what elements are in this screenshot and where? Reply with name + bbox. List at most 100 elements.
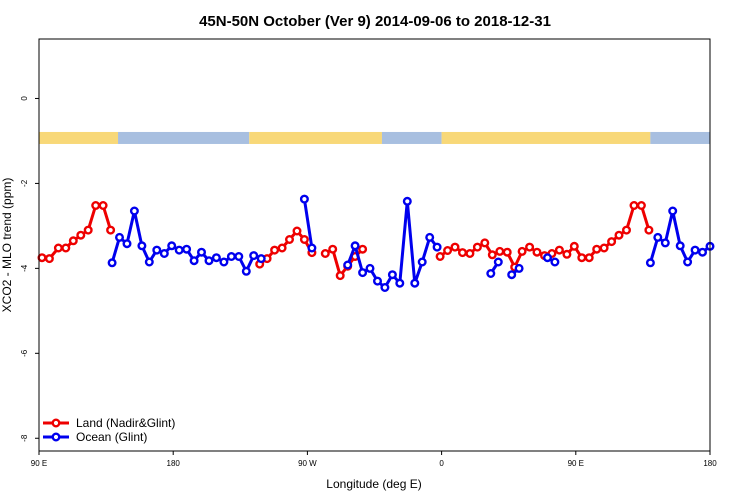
y-tick-label: -6 — [20, 349, 29, 357]
data-point — [335, 271, 345, 281]
data-point — [182, 244, 192, 254]
data-point — [502, 247, 512, 257]
data-point — [525, 242, 535, 252]
data-point — [256, 254, 266, 264]
data-point — [106, 225, 116, 235]
data-point — [299, 194, 309, 204]
data-point — [219, 257, 229, 267]
data-point — [562, 249, 572, 259]
data-point — [211, 253, 221, 263]
data-point — [196, 247, 206, 257]
series-line — [110, 209, 262, 273]
data-point — [343, 260, 353, 270]
data-point — [410, 278, 420, 288]
data-point — [450, 242, 460, 252]
data-point — [76, 230, 86, 240]
data-point — [285, 234, 295, 244]
data-point — [107, 258, 117, 268]
data-point — [234, 251, 244, 261]
strip-segment-ocean — [381, 131, 442, 144]
data-point — [249, 251, 259, 261]
y-tick-label: -4 — [20, 264, 29, 272]
data-point — [554, 245, 564, 255]
data-point — [402, 196, 412, 206]
data-point — [277, 243, 287, 253]
x-tick-label: 180 — [703, 459, 717, 468]
data-point — [480, 238, 490, 248]
data-point — [507, 270, 517, 280]
data-point — [307, 243, 317, 253]
data-point — [629, 200, 639, 210]
x-axis-label: Longitude (deg E) — [326, 477, 421, 491]
data-point — [577, 253, 587, 263]
data-point — [653, 232, 663, 242]
y-tick-label: 0 — [20, 96, 29, 101]
data-point — [152, 245, 162, 255]
y-tick-label: -2 — [20, 179, 29, 187]
land-sea-strip — [39, 131, 710, 144]
data-point — [174, 245, 184, 255]
data-point — [61, 243, 71, 253]
data-point — [443, 245, 453, 255]
data-point — [543, 253, 553, 263]
data-point — [358, 244, 368, 254]
data-point — [532, 247, 542, 257]
chart-title: 45N-50N October (Ver 9) 2014-09-06 to 20… — [199, 13, 551, 30]
data-point — [607, 237, 617, 247]
data-point — [114, 232, 124, 242]
data-point — [204, 256, 214, 266]
x-axis: 90 E 180 90 W 0 90 E 180 — [31, 451, 717, 468]
data-point — [486, 269, 496, 279]
data-point — [495, 246, 505, 256]
data-point — [517, 246, 527, 256]
data-point — [668, 206, 678, 216]
data-point — [432, 242, 442, 252]
data-point — [98, 200, 108, 210]
strip-segment-land — [39, 131, 119, 144]
data-point — [636, 200, 646, 210]
data-point — [189, 256, 199, 266]
data-point — [487, 250, 497, 260]
data-point — [698, 247, 708, 257]
data-point — [83, 225, 93, 235]
legend-label: Ocean (Glint) — [76, 430, 147, 444]
data-point — [675, 241, 685, 251]
series-line — [302, 198, 314, 249]
data-point — [645, 258, 655, 268]
data-point — [622, 225, 632, 235]
data-point — [144, 257, 154, 267]
data-point — [299, 234, 309, 244]
x-tick-label: 90 E — [31, 459, 47, 468]
data-point — [320, 248, 330, 258]
data-point — [435, 251, 445, 261]
legend-marker — [51, 418, 61, 428]
data-point — [270, 245, 280, 255]
x-tick-label: 180 — [167, 459, 181, 468]
data-point — [122, 239, 132, 249]
data-point — [614, 230, 624, 240]
data-point — [328, 244, 338, 254]
data-point — [226, 251, 236, 261]
data-point — [37, 253, 47, 263]
y-axis-label: XCO2 - MLO trend (ppm) — [0, 178, 14, 313]
series-line — [41, 204, 113, 261]
legend-marker — [51, 432, 61, 442]
data-point — [159, 248, 169, 258]
series-layer — [37, 194, 715, 293]
strip-segment-land — [441, 131, 651, 144]
plot-frame — [38, 38, 711, 452]
data-point — [68, 236, 78, 246]
y-tick-label: -8 — [20, 434, 29, 442]
x-tick-label: 0 — [439, 459, 444, 468]
data-point — [550, 257, 560, 267]
strip-segment-ocean — [118, 131, 250, 144]
data-point — [465, 248, 475, 258]
data-point — [91, 200, 101, 210]
data-point — [584, 253, 594, 263]
data-point — [690, 245, 700, 255]
data-point — [137, 241, 147, 251]
data-point — [44, 254, 54, 264]
data-point — [569, 241, 579, 251]
strip-segment-land — [249, 131, 382, 144]
